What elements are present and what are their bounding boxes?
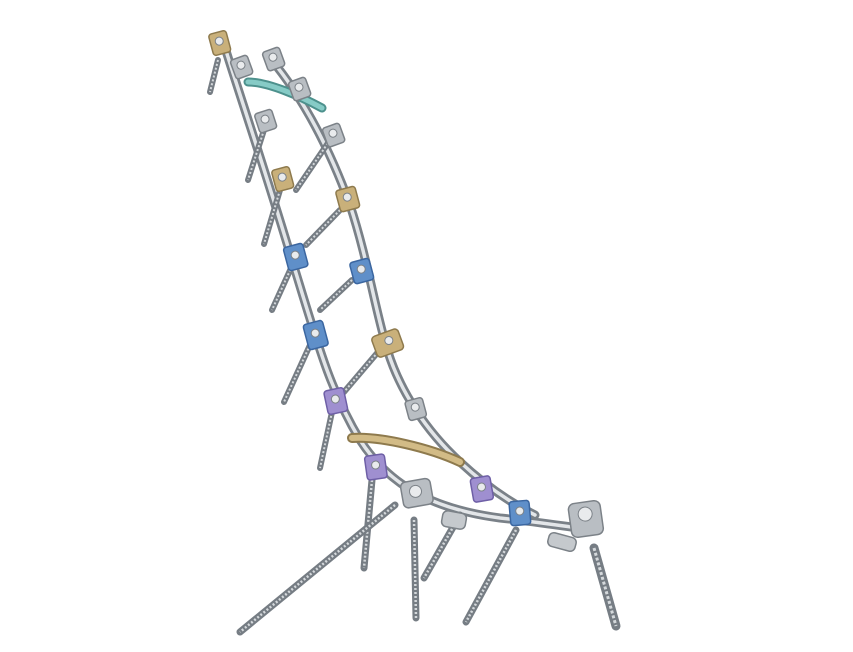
- screw: [303, 207, 343, 248]
- screw: [341, 349, 381, 395]
- screw: [261, 187, 283, 247]
- screw: [245, 127, 267, 183]
- left-rod: [217, 33, 600, 535]
- head-gold: [208, 30, 232, 57]
- crosslinks-group: [243, 77, 465, 467]
- head-silver-offset: [399, 477, 434, 509]
- screw: [410, 516, 420, 622]
- screw: [269, 263, 295, 313]
- screw: [317, 277, 355, 313]
- head-silver-connector: [440, 510, 468, 530]
- head-silver-connector: [547, 531, 577, 553]
- crosslink-teal-face: [245, 79, 325, 111]
- screw: [589, 543, 621, 631]
- head-blue: [349, 257, 375, 285]
- head-silver: [287, 76, 312, 102]
- head-gold: [271, 166, 295, 193]
- screw-heads-group: [208, 30, 605, 553]
- screw: [462, 526, 520, 626]
- head-blue: [302, 319, 329, 351]
- rods-group: [217, 33, 600, 535]
- head-gold-hook: [371, 328, 405, 358]
- left-rod-highlight: [220, 36, 597, 532]
- head-gold: [335, 185, 361, 213]
- head-purple: [363, 453, 388, 481]
- head-purple: [469, 475, 495, 503]
- screw: [281, 342, 313, 405]
- pedicle-screws-group: [207, 57, 621, 636]
- head-blue: [282, 242, 309, 272]
- screw: [207, 57, 221, 95]
- head-silver: [254, 108, 278, 134]
- head-silver: [261, 46, 286, 72]
- head-silver-large: [567, 499, 605, 539]
- head-purple: [323, 387, 349, 416]
- screw-long: [236, 501, 399, 636]
- head-blue: [508, 499, 532, 527]
- head-silver: [404, 396, 428, 422]
- screw: [293, 137, 333, 193]
- screw: [317, 409, 335, 471]
- head-silver: [321, 122, 346, 148]
- head-silver: [229, 54, 254, 80]
- crosslink-gold-face: [349, 434, 463, 465]
